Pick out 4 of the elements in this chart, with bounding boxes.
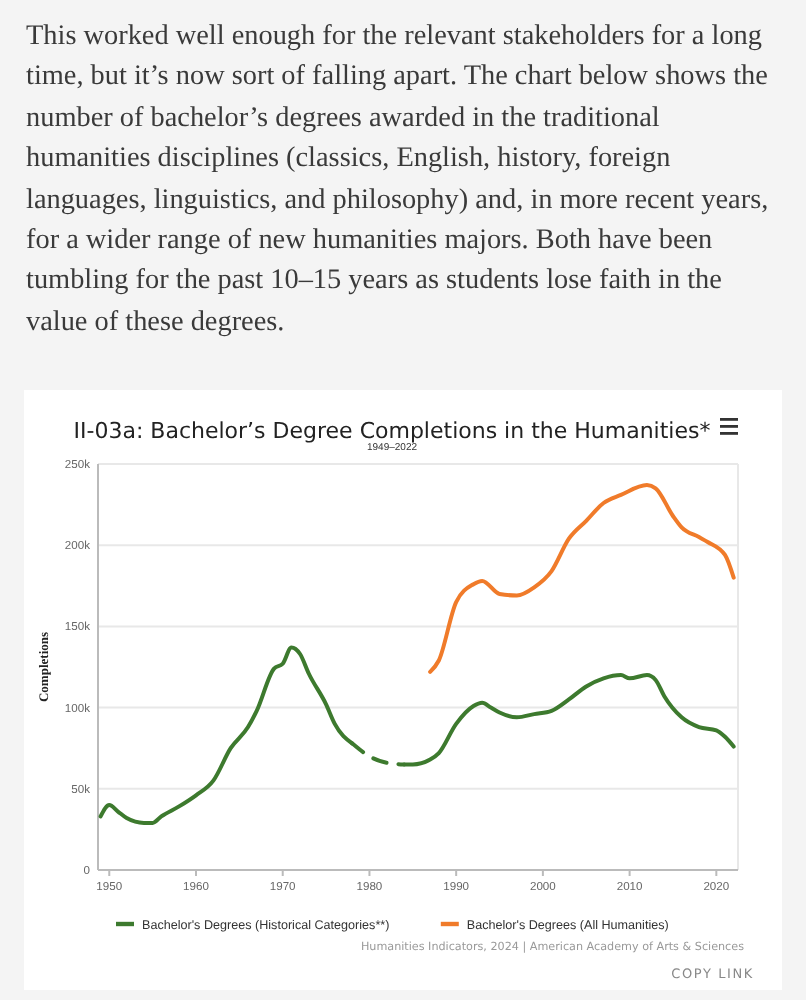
- line-series: [428, 483, 736, 674]
- chart-title: II-03a: Bachelor’s Degree Completions in the Humanities*: [73, 418, 712, 444]
- text: This worked well enough for the relevant stakeholders for a long time, but it’s now sort of falling apart. The chart below shows the number of bachelor’s degrees awarded in the traditional humanities disciplines (classics, English, history, foreign languages, linguistics, and philosophy) and, in more recent years, for a wider range of new humanities majors. Both have been tumbling for the past 10–15 years as students lose faith in the value of these degrees.: [26, 18, 771, 342]
- line-series: [350, 741, 407, 767]
